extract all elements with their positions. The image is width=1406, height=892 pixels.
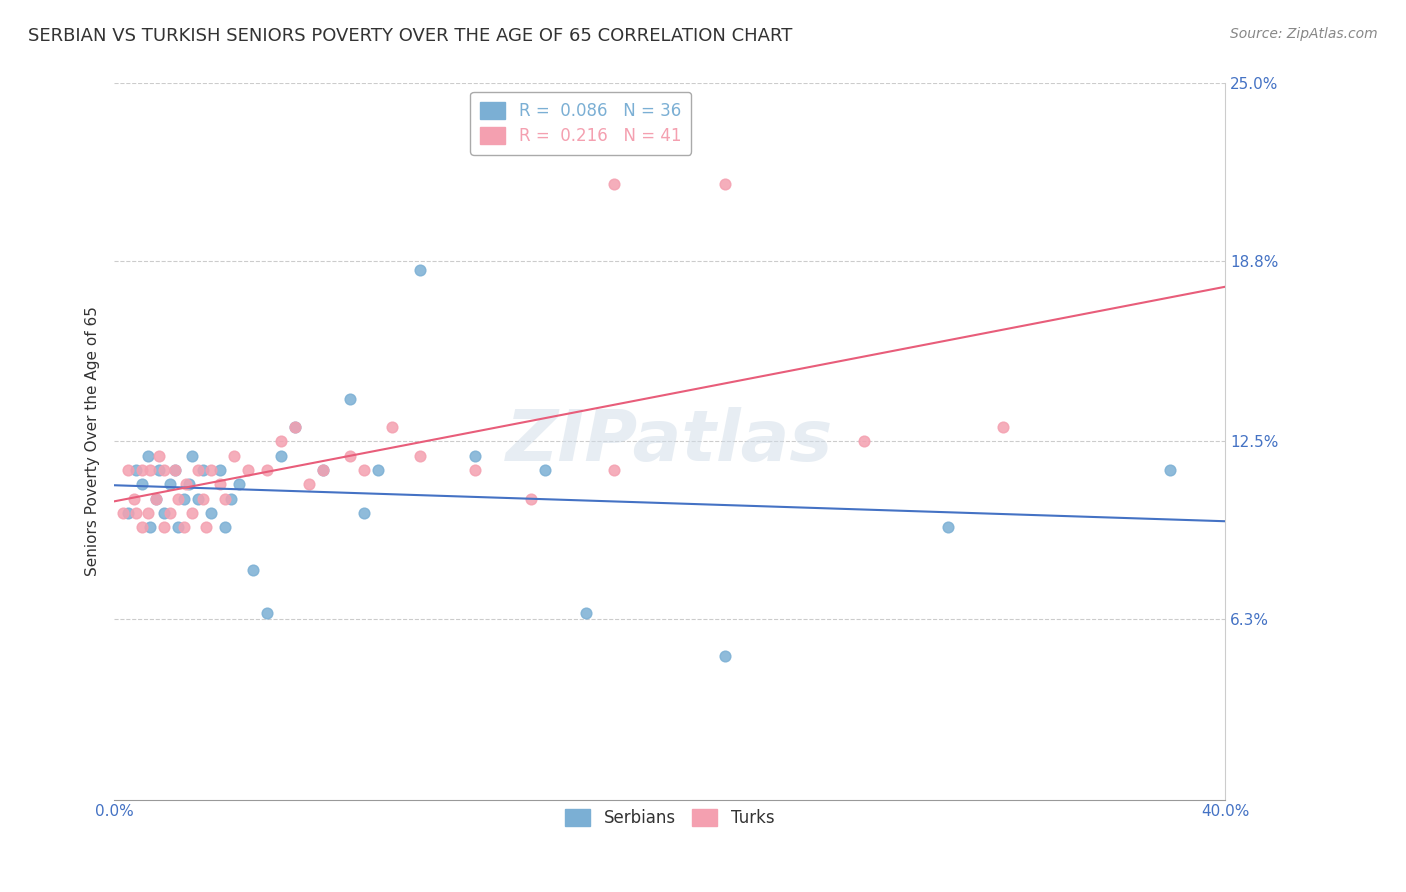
Turks (284, 420, 307, 434)
Serbians (367, 463, 389, 477)
Text: ZIPatlas: ZIPatlas (506, 407, 834, 476)
Turks (339, 449, 361, 463)
Turks (186, 463, 208, 477)
Serbians (311, 463, 333, 477)
Turks (270, 434, 292, 449)
Turks (173, 520, 195, 534)
Turks (208, 477, 231, 491)
Turks (353, 463, 375, 477)
Y-axis label: Seniors Poverty Over the Age of 65: Seniors Poverty Over the Age of 65 (86, 307, 100, 576)
Turks (176, 477, 198, 491)
Turks (122, 491, 145, 506)
Turks (111, 506, 134, 520)
Serbians (181, 449, 204, 463)
Serbians (936, 520, 959, 534)
Turks (214, 491, 236, 506)
Legend: Serbians, Turks: Serbians, Turks (558, 803, 780, 834)
Serbians (191, 463, 214, 477)
Text: SERBIAN VS TURKISH SENIORS POVERTY OVER THE AGE OF 65 CORRELATION CHART: SERBIAN VS TURKISH SENIORS POVERTY OVER … (28, 27, 793, 45)
Serbians (214, 520, 236, 534)
Turks (222, 449, 245, 463)
Turks (148, 449, 170, 463)
Turks (145, 491, 167, 506)
Turks (125, 506, 148, 520)
Turks (153, 463, 176, 477)
Serbians (173, 491, 195, 506)
Serbians (117, 506, 139, 520)
Turks (159, 506, 181, 520)
Serbians (200, 506, 222, 520)
Serbians (464, 449, 486, 463)
Serbians (242, 563, 264, 577)
Serbians (136, 449, 159, 463)
Turks (139, 463, 162, 477)
Serbians (153, 506, 176, 520)
Turks (603, 177, 626, 191)
Turks (136, 506, 159, 520)
Serbians (714, 649, 737, 664)
Turks (603, 463, 626, 477)
Turks (520, 491, 543, 506)
Turks (153, 520, 176, 534)
Turks (117, 463, 139, 477)
Serbians (284, 420, 307, 434)
Serbians (1159, 463, 1181, 477)
Turks (311, 463, 333, 477)
Turks (194, 520, 217, 534)
Serbians (167, 520, 190, 534)
Turks (165, 463, 187, 477)
Serbians (145, 491, 167, 506)
Turks (181, 506, 204, 520)
Turks (991, 420, 1014, 434)
Serbians (148, 463, 170, 477)
Serbians (159, 477, 181, 491)
Turks (167, 491, 190, 506)
Turks (131, 520, 153, 534)
Serbians (270, 449, 292, 463)
Serbians (256, 607, 278, 621)
Serbians (533, 463, 555, 477)
Serbians (186, 491, 208, 506)
Turks (381, 420, 404, 434)
Text: Source: ZipAtlas.com: Source: ZipAtlas.com (1230, 27, 1378, 41)
Serbians (208, 463, 231, 477)
Serbians (575, 607, 598, 621)
Turks (131, 463, 153, 477)
Turks (236, 463, 259, 477)
Turks (298, 477, 321, 491)
Turks (409, 449, 432, 463)
Serbians (179, 477, 201, 491)
Serbians (131, 477, 153, 491)
Turks (191, 491, 214, 506)
Turks (256, 463, 278, 477)
Serbians (353, 506, 375, 520)
Serbians (228, 477, 250, 491)
Turks (464, 463, 486, 477)
Turks (200, 463, 222, 477)
Serbians (139, 520, 162, 534)
Serbians (339, 392, 361, 406)
Turks (714, 177, 737, 191)
Turks (853, 434, 876, 449)
Serbians (125, 463, 148, 477)
Serbians (219, 491, 242, 506)
Serbians (165, 463, 187, 477)
Serbians (409, 262, 432, 277)
